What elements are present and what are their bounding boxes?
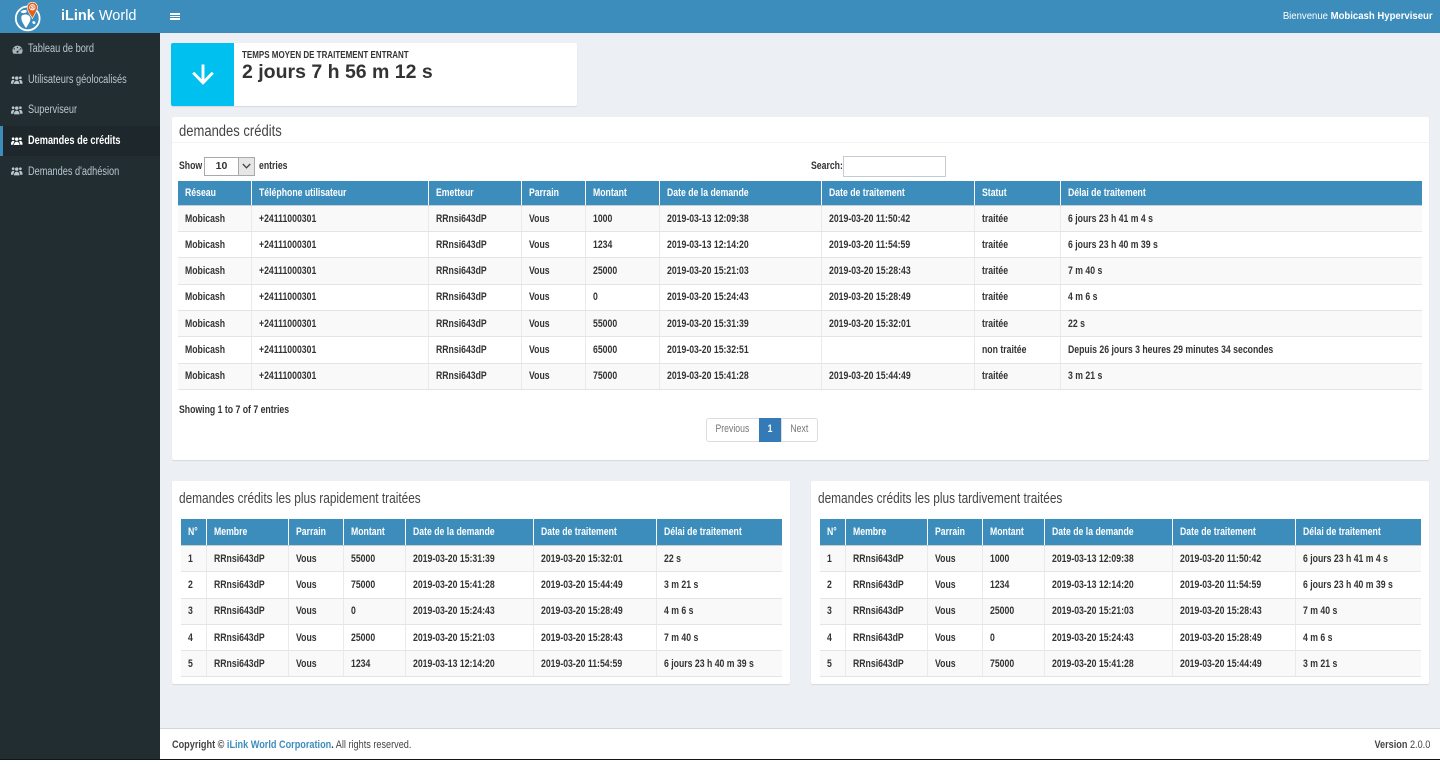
svg-text:$: $ bbox=[31, 5, 34, 11]
